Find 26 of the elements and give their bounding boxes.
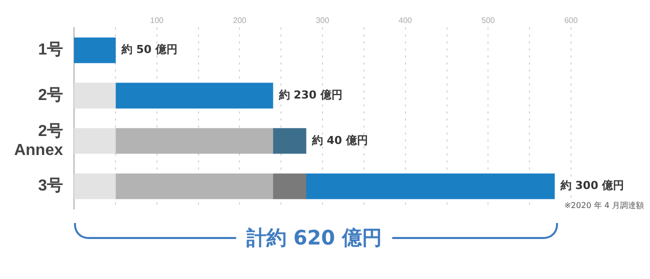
x-tick-label: 300 [316,16,330,26]
text: 計約 620 億円 [236,224,392,252]
annotation: ※2020 年 4 月調達額 [564,200,644,212]
bar [272,128,306,154]
bar [74,128,116,154]
bar [74,173,116,200]
y-tick-label: 1号 [38,42,63,59]
x-tick-label: 100 [150,16,164,26]
data-label: 約 300 億円 [559,179,624,192]
x-tick-label: 600 [564,16,578,26]
bar [306,173,555,200]
data-label: 約 230 億円 [278,88,342,102]
data-label: 約 50 億円 [120,43,178,56]
y-tick-label: 2号 Annex [14,122,64,159]
x-tick-label: 200 [232,16,247,26]
bar [115,173,274,200]
x-tick-label: 500 [481,16,496,26]
bar [115,82,274,108]
bar [74,37,116,64]
bar [115,128,274,154]
y-tick-label: 3号 [38,178,63,195]
data-label: 約 40 億円 [310,134,368,147]
y-tick-label: 2号 [38,87,63,104]
bar [74,82,116,108]
x-tick-label: 400 [398,16,413,26]
bar [272,173,306,200]
